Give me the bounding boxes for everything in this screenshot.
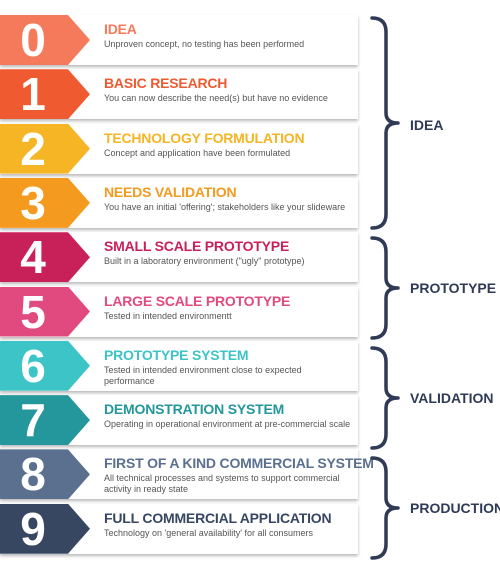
level-description: You can now describe the need(s) but hav… bbox=[104, 93, 328, 104]
level-6: 6 PROTOTYPE SYSTEM Tested in intended envi… bbox=[0, 339, 358, 393]
level-title: FIRST OF A KIND COMMERCIAL SYSTEM bbox=[104, 455, 374, 472]
level-arrow-tab bbox=[0, 123, 90, 174]
level-description: Technology on 'general availability' for… bbox=[104, 527, 314, 538]
group-label-production: PRODUCTION bbox=[410, 500, 500, 516]
level-description: All technical processes and systems to s… bbox=[104, 473, 340, 495]
brace-validation bbox=[370, 346, 400, 450]
level-description: Unproven concept, no testing has been pe… bbox=[104, 39, 305, 49]
level-arrow-tab bbox=[0, 503, 90, 554]
level-number: 9 bbox=[20, 502, 46, 555]
level-description: Built in a laboratory environment ("ugly… bbox=[104, 256, 305, 267]
level-arrow-tab bbox=[0, 286, 90, 337]
level-8: 8 FIRST OF A KIND COMMERCIAL SYSTEM All te… bbox=[0, 448, 374, 501]
level-number: 3 bbox=[20, 176, 46, 229]
level-0: 0 IDEA Unproven concept, no testing has be… bbox=[0, 15, 358, 67]
level-title: DEMONSTRATION SYSTEM bbox=[104, 401, 285, 418]
level-number: 6 bbox=[20, 339, 46, 392]
level-arrow-tab bbox=[0, 449, 90, 500]
level-title: TECHNOLOGY FORMULATION bbox=[104, 129, 305, 146]
level-arrow-tab bbox=[0, 69, 90, 120]
level-number: 1 bbox=[20, 68, 46, 121]
level-arrow-tab bbox=[0, 395, 90, 446]
level-9: 9 FULL COMMERCIAL APPLICATION Technology o… bbox=[0, 502, 358, 556]
level-title: LARGE SCALE PROTOTYPE bbox=[104, 292, 291, 309]
brace-prototype bbox=[370, 236, 400, 340]
level-title: IDEA bbox=[104, 21, 137, 37]
level-2: 2 TECHNOLOGY FORMULATION Concept and appli… bbox=[0, 122, 358, 176]
level-title: NEEDS VALIDATION bbox=[104, 183, 237, 200]
level-arrow-tab bbox=[0, 232, 90, 283]
group-label-idea: IDEA bbox=[410, 117, 444, 133]
level-description: Operating in operational environment at … bbox=[104, 419, 351, 430]
level-1: 1 BASIC RESEARCH You can now describe the … bbox=[0, 69, 358, 121]
level-arrow-tab bbox=[0, 15, 90, 65]
level-number: 5 bbox=[20, 285, 46, 338]
level-arrow-tab bbox=[0, 177, 90, 228]
level-title: PROTOTYPE SYSTEM bbox=[104, 346, 249, 363]
group-label-prototype: PROTOTYPE bbox=[410, 280, 497, 296]
level-4: 4 SMALL SCALE PROTOTYPE Built in a laborat… bbox=[0, 232, 358, 284]
level-description: Tested in intended environmentt bbox=[104, 310, 232, 321]
level-number: 8 bbox=[20, 448, 46, 501]
level-number: 2 bbox=[20, 122, 46, 175]
level-number: 0 bbox=[20, 14, 46, 66]
level-title: BASIC RESEARCH bbox=[104, 75, 228, 92]
level-title: SMALL SCALE PROTOTYPE bbox=[104, 238, 290, 255]
brace-production bbox=[370, 456, 400, 560]
level-7: 7 DEMONSTRATION SYSTEM Operating in operat… bbox=[0, 395, 358, 447]
level-3: 3 NEEDS VALIDATION You have an initial 'of… bbox=[0, 176, 358, 230]
level-title: FULL COMMERCIAL APPLICATION bbox=[104, 509, 332, 526]
level-5: 5 LARGE SCALE PROTOTYPE Tested in intended… bbox=[0, 285, 358, 339]
brace-idea bbox=[370, 16, 400, 230]
level-number: 4 bbox=[20, 231, 46, 284]
level-number: 7 bbox=[20, 394, 46, 447]
group-label-validation: VALIDATION bbox=[410, 390, 494, 406]
level-description: Concept and application have been formul… bbox=[104, 147, 291, 158]
level-description: You have an initial 'offering'; stakehol… bbox=[104, 201, 346, 212]
level-description: Tested in intended environment close to … bbox=[104, 364, 302, 386]
level-arrow-tab bbox=[0, 340, 90, 391]
